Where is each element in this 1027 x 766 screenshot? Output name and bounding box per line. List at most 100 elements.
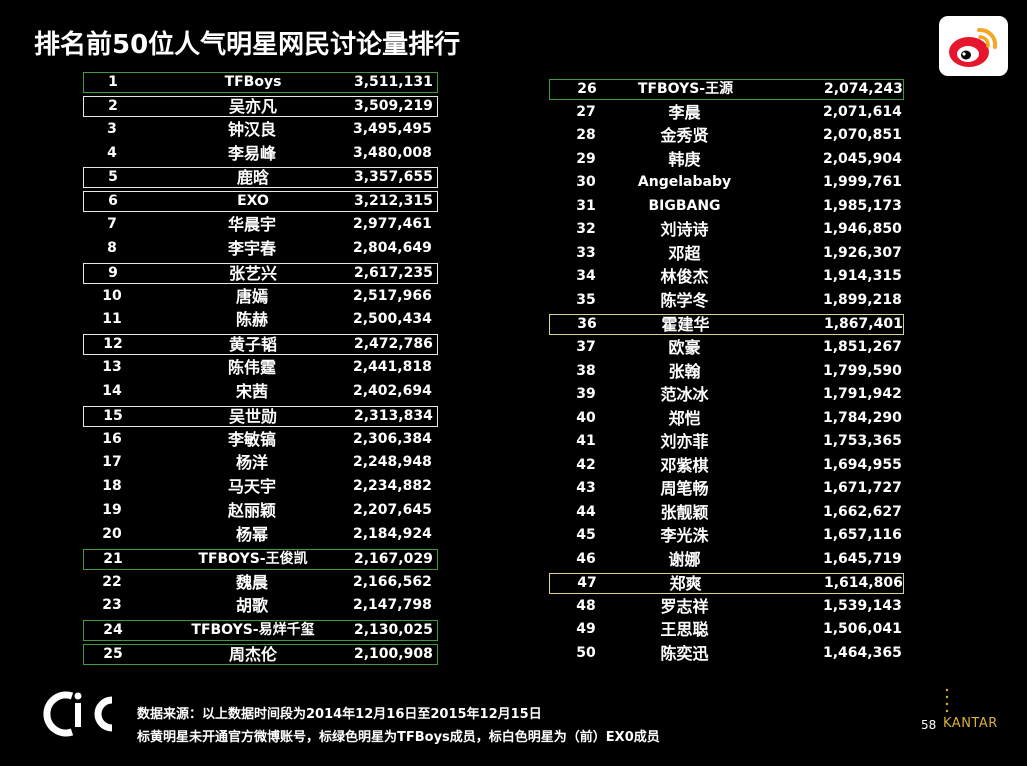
star-name-cell: 李宇春	[227, 238, 276, 258]
cic-logo-icon	[42, 686, 118, 746]
table-row: 30 Angelababy 1,999,761	[549, 173, 904, 194]
table-row: 9 张艺兴 2,617,235	[83, 262, 438, 284]
table-row: 23 胡歌 2,147,798	[83, 596, 438, 617]
table-row: 12 黄子韬 2,472,786	[83, 334, 438, 356]
star-name-cell: 华晨宇	[227, 215, 276, 234]
rank-cell: 27	[576, 103, 596, 120]
table-row: 39 范冰冰 1,791,942	[549, 385, 904, 406]
discussion-count-cell: 2,977,461	[353, 216, 432, 232]
discussion-count-cell: 2,130,025	[354, 622, 433, 639]
rank-cell: 50	[576, 645, 596, 661]
star-name-cell: 马天宇	[227, 477, 276, 497]
table-row: 14 宋茜 2,402,694	[83, 382, 438, 403]
table-row: 27 李晨 2,071,614	[549, 103, 904, 124]
star-name-cell: 邓紫棋	[660, 455, 709, 475]
discussion-count-cell: 2,248,948	[353, 454, 432, 471]
table-row: 50 陈奕迅 1,464,365	[549, 644, 904, 665]
discussion-count-cell: 3,509,219	[354, 97, 433, 114]
discussion-count-cell: 2,045,904	[823, 150, 902, 167]
discussion-count-cell: 1,899,218	[823, 291, 902, 308]
discussion-count-cell: 3,511,131	[354, 74, 433, 90]
discussion-count-cell: 1,799,590	[823, 362, 902, 379]
rank-cell: 2	[108, 97, 118, 114]
table-row: 44 张靓颖 1,662,627	[549, 503, 904, 524]
table-row: 48 罗志祥 1,539,143	[549, 597, 904, 618]
table-row: 1 TFBoys 3,511,131	[83, 72, 438, 93]
star-name-cell: 张艺兴	[228, 263, 277, 283]
star-name-cell: 胡歌	[235, 596, 268, 616]
rank-cell: 28	[576, 127, 596, 144]
star-name-cell: TFBOYS-王源	[637, 81, 734, 97]
discussion-count-cell: 2,147,798	[353, 597, 432, 614]
rank-cell: 40	[576, 409, 596, 426]
star-name-cell: 吴世勋	[228, 406, 277, 426]
rank-cell: 38	[576, 362, 596, 379]
star-name-cell: 张翰	[668, 361, 701, 381]
table-row: 28 金秀贤 2,070,851	[549, 126, 904, 147]
discussion-count-cell: 2,313,834	[354, 407, 433, 424]
star-name-cell: 张靓颖	[660, 502, 709, 522]
table-row: 20 杨幂 2,184,924	[83, 525, 438, 546]
table-row: 13 陈伟霆 2,441,818	[83, 358, 438, 379]
star-name-cell: 鹿晗	[236, 168, 269, 188]
star-name-cell: EXO	[237, 193, 269, 210]
rank-cell: 20	[102, 525, 122, 542]
discussion-count-cell: 1,791,942	[823, 386, 902, 403]
rank-cell: 33	[576, 244, 596, 261]
table-row: 19 赵丽颖 2,207,645	[83, 501, 438, 522]
discussion-count-cell: 3,357,655	[354, 169, 433, 186]
star-name-cell: 魏晨	[235, 572, 268, 592]
table-row: 3 钟汉良 3,495,495	[83, 120, 438, 141]
rank-cell: 36	[577, 316, 597, 333]
star-name-cell: 周杰伦	[228, 645, 277, 664]
rank-cell: 18	[102, 478, 122, 495]
table-row: 40 郑恺 1,784,290	[549, 409, 904, 430]
star-name-cell: 邓超	[668, 243, 701, 263]
star-name-cell: 陈伟霆	[227, 358, 276, 377]
star-name-cell: 黄子韬	[228, 335, 277, 355]
star-name-cell: 陈学冬	[660, 290, 709, 310]
discussion-count-cell: 2,804,649	[353, 239, 432, 256]
rank-cell: 48	[576, 597, 596, 614]
page-number: 58	[921, 718, 937, 732]
discussion-count-cell: 2,207,645	[353, 502, 432, 518]
table-row: 16 李敏镐 2,306,384	[83, 430, 438, 451]
star-name-cell: 罗志祥	[660, 596, 709, 616]
table-row: 26 TFBOYS-王源 2,074,243	[549, 79, 904, 100]
discussion-count-cell: 2,234,882	[353, 478, 432, 495]
table-row: 29 韩庚 2,045,904	[549, 150, 904, 171]
table-row: 8 李宇春 2,804,649	[83, 239, 438, 260]
rank-cell: 24	[103, 622, 123, 639]
star-name-cell: 金秀贤	[660, 126, 709, 146]
discussion-count-cell: 1,671,727	[823, 480, 902, 497]
rank-cell: 30	[576, 174, 596, 191]
star-name-cell: 韩庚	[668, 149, 701, 169]
star-name-cell: 林俊杰	[660, 267, 709, 287]
discussion-count-cell: 1,464,365	[823, 645, 902, 661]
star-name-cell: 谢娜	[668, 549, 701, 569]
star-name-cell: BIGBANG	[648, 197, 721, 214]
table-row: 21 TFBOYS-王俊凯 2,167,029	[83, 548, 438, 570]
discussion-count-cell: 1,645,719	[823, 550, 902, 567]
rank-cell: 21	[103, 550, 123, 567]
discussion-count-cell: 1,784,290	[823, 409, 902, 426]
table-row: 10 唐嫣 2,517,966	[83, 287, 438, 308]
star-name-cell: Angelababy	[637, 174, 732, 191]
star-name-cell: 周笔畅	[660, 479, 709, 499]
discussion-count-cell: 2,441,818	[353, 359, 432, 375]
table-row: 32 刘诗诗 1,946,850	[549, 220, 904, 241]
table-row: 42 邓紫棋 1,694,955	[549, 456, 904, 477]
discussion-count-cell: 2,617,235	[354, 264, 433, 281]
rank-cell: 13	[102, 359, 122, 375]
discussion-count-cell: 3,212,315	[354, 193, 433, 210]
table-row: 33 邓超 1,926,307	[549, 244, 904, 265]
discussion-count-cell: 2,184,924	[353, 525, 432, 542]
star-name-cell: 唐嫣	[235, 286, 268, 306]
table-row: 11 陈赫 2,500,434	[83, 310, 438, 331]
discussion-count-cell: 2,166,562	[353, 573, 432, 590]
discussion-count-cell: 3,495,495	[353, 120, 432, 137]
discussion-count-cell: 2,070,851	[823, 127, 902, 144]
rank-cell: 31	[576, 197, 596, 214]
table-row: 46 谢娜 1,645,719	[549, 550, 904, 571]
rank-cell: 11	[102, 311, 122, 328]
